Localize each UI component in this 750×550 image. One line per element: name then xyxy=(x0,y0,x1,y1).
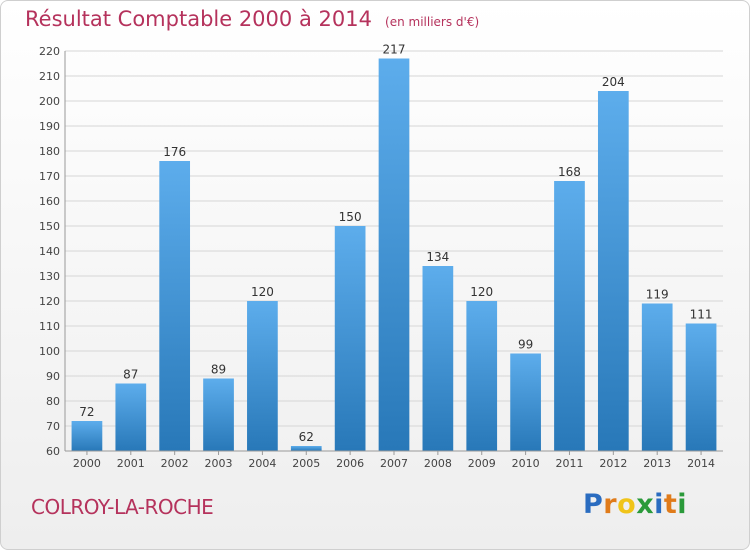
y-tick-label-100: 100 xyxy=(39,345,60,358)
x-tick-label-2001: 2001 xyxy=(117,457,145,470)
bar-value-label-2005: 62 xyxy=(299,430,314,444)
bar-value-label-2006: 150 xyxy=(339,210,362,224)
proxiti-logo: Proxiti xyxy=(583,489,687,520)
chart-subtitle: (en milliers d'€) xyxy=(385,15,480,29)
y-tick-label-110: 110 xyxy=(39,320,60,333)
x-tick-label-2013: 2013 xyxy=(643,457,671,470)
bar-2005 xyxy=(290,446,322,451)
logo-letter-6: i xyxy=(677,489,688,520)
bar-value-label-2007: 217 xyxy=(383,43,406,57)
y-tick-label-180: 180 xyxy=(39,145,60,158)
bar-2006 xyxy=(334,226,366,451)
logo-letter-1: r xyxy=(603,489,618,520)
bar-2003 xyxy=(203,378,234,451)
y-tick-label-170: 170 xyxy=(39,170,60,183)
y-tick-label-190: 190 xyxy=(39,120,60,133)
y-tick-label-90: 90 xyxy=(46,370,60,383)
bar-2011 xyxy=(554,181,585,451)
bar-2007 xyxy=(378,58,410,451)
bar-value-label-2008: 134 xyxy=(426,250,449,264)
bar-value-label-2001: 87 xyxy=(123,368,138,382)
x-tick-label-2012: 2012 xyxy=(599,457,627,470)
bar-value-label-2012: 204 xyxy=(602,75,625,89)
y-tick-label-130: 130 xyxy=(39,270,60,283)
bar-2013 xyxy=(641,303,673,451)
x-tick-label-2000: 2000 xyxy=(73,457,101,470)
x-tick-label-2008: 2008 xyxy=(424,457,452,470)
bar-2002 xyxy=(159,161,191,451)
logo-letter-5: t xyxy=(663,489,678,520)
y-tick-label-160: 160 xyxy=(39,195,60,208)
bar-2001 xyxy=(115,383,147,451)
x-tick-label-2005: 2005 xyxy=(292,457,320,470)
bar-value-label-2002: 176 xyxy=(163,145,186,159)
chart-title: Résultat Comptable 2000 à 2014 xyxy=(25,7,372,31)
x-tick-label-2002: 2002 xyxy=(161,457,189,470)
bar-value-label-2014: 111 xyxy=(690,308,713,322)
bar-value-label-2011: 168 xyxy=(558,165,581,179)
logo-letter-4: i xyxy=(654,489,664,520)
y-tick-label-70: 70 xyxy=(46,420,60,433)
bar-value-label-2003: 89 xyxy=(211,363,226,377)
bar-value-label-2000: 72 xyxy=(79,405,94,419)
x-tick-label-2006: 2006 xyxy=(336,457,364,470)
y-tick-label-150: 150 xyxy=(39,220,60,233)
logo-letter-0: P xyxy=(583,489,604,520)
y-tick-label-120: 120 xyxy=(39,295,60,308)
bar-value-label-2004: 120 xyxy=(251,285,274,299)
bar-2014 xyxy=(685,323,717,451)
x-tick-label-2009: 2009 xyxy=(468,457,496,470)
bar-2008 xyxy=(422,266,454,451)
bar-2000 xyxy=(71,421,103,451)
bar-2009 xyxy=(466,301,498,451)
y-tick-label-80: 80 xyxy=(46,395,60,408)
x-tick-label-2011: 2011 xyxy=(555,457,583,470)
x-tick-label-2003: 2003 xyxy=(205,457,233,470)
bar-value-label-2013: 119 xyxy=(646,288,669,302)
y-tick-label-220: 220 xyxy=(39,45,60,58)
logo-letter-2: o xyxy=(617,489,637,520)
y-tick-label-60: 60 xyxy=(46,445,60,458)
bar-2012 xyxy=(597,91,629,451)
town-name: COLROY-LA-ROCHE xyxy=(31,495,214,519)
y-tick-label-200: 200 xyxy=(39,95,60,108)
x-tick-label-2014: 2014 xyxy=(687,457,715,470)
x-tick-label-2007: 2007 xyxy=(380,457,408,470)
bar-2010 xyxy=(510,353,541,451)
y-tick-label-210: 210 xyxy=(39,70,60,83)
logo-letter-3: x xyxy=(636,489,655,520)
x-tick-label-2010: 2010 xyxy=(512,457,540,470)
bar-value-label-2010: 99 xyxy=(518,338,533,352)
x-tick-label-2004: 2004 xyxy=(248,457,276,470)
chart-title-block: Résultat Comptable 2000 à 2014 (en milli… xyxy=(25,7,479,31)
bar-2004 xyxy=(247,301,278,451)
bar-value-label-2009: 120 xyxy=(470,285,493,299)
y-tick-label-140: 140 xyxy=(39,245,60,258)
